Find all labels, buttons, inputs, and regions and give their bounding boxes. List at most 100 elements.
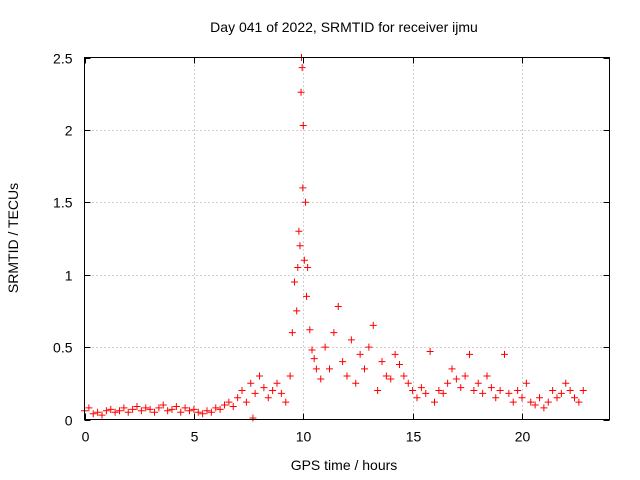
data-point [409,387,417,395]
data-point [124,408,132,416]
data-point [549,387,557,395]
data-point [509,398,517,406]
data-point [300,256,308,264]
data-point [194,408,202,416]
data-point [514,387,522,395]
data-point [356,350,364,358]
data-point [242,398,250,406]
data-point [102,407,110,415]
data-point [296,242,304,250]
data-point [474,379,482,387]
data-point [282,398,290,406]
data-point [159,401,167,409]
data-point [199,410,207,418]
data-point [177,408,185,416]
data-point [404,379,412,387]
data-point [334,303,342,311]
y-tick-label: 2 [65,123,73,139]
x-tick-label: 10 [296,429,312,445]
data-point [129,405,137,413]
data-point [579,387,587,395]
y-tick-label: 0 [65,413,73,429]
data-point [501,350,508,358]
data-point [461,372,469,380]
data-point [212,404,220,412]
data-point [391,350,399,358]
data-point [111,408,119,416]
y-tick-label: 2.5 [53,51,73,67]
data-point [575,398,583,406]
data-point [286,372,294,380]
y-tick-label: 0.5 [53,340,73,356]
data-point [330,329,338,337]
data-point [452,375,460,383]
data-point [321,343,329,351]
data-point [413,394,421,402]
data-point [308,346,316,354]
data-point [181,404,189,412]
data-point [298,64,306,72]
data-point [352,379,360,387]
data-point [431,398,438,406]
data-point [172,402,180,410]
data-point [496,387,504,395]
data-point [142,404,150,412]
data-point [260,384,268,392]
x-axis-label: GPS time / hours [291,457,398,473]
data-point [155,404,163,412]
data-point [571,394,578,402]
data-point [527,398,535,406]
data-point [540,404,548,412]
data-point [400,372,408,380]
data-point [85,404,93,412]
data-point [151,408,158,416]
data-point [531,401,539,409]
data-point [544,398,552,406]
data-point [216,405,224,413]
data-point [94,408,102,416]
x-tick-label: 5 [191,429,199,445]
data-point [347,336,355,344]
data-point [439,389,447,397]
data-point [562,379,570,387]
data-point [387,375,395,383]
data-point [293,307,301,315]
chart-title: Day 041 of 2022, SRMTID for receiver ijm… [210,19,478,35]
x-tick-label: 0 [82,429,90,445]
data-point [374,387,382,395]
data-point [107,405,115,413]
data-point [492,394,500,402]
data-point [317,375,325,383]
data-point [301,198,309,206]
data-point [251,389,259,397]
data-point [343,372,351,380]
data-point [457,384,465,392]
data-point [294,263,302,271]
data-point [378,358,386,366]
data-point [303,292,311,300]
data-point [229,402,237,410]
data-point [422,389,430,397]
data-point [339,358,347,366]
data-point [326,365,333,373]
tick-layer: 0 0.5 1 1.5 2 2.5 0 5 10 15 20 [53,51,610,445]
data-point [116,407,123,415]
data-point [146,405,154,413]
data-point [536,394,543,402]
data-point [444,379,452,387]
data-point [479,389,487,397]
data-point [310,355,318,363]
data-point [98,411,106,419]
data-point [553,394,561,402]
data-point [238,387,246,395]
data-point [168,405,176,413]
data-point [361,365,368,373]
data-point [304,263,312,271]
data-point [466,350,473,358]
data-point [306,326,314,334]
y-tick-label: 1 [65,268,73,284]
data-point [264,394,272,402]
y-axis-label: SRMTID / TECUs [5,183,21,293]
data-point [487,384,495,392]
data-point [369,321,377,329]
